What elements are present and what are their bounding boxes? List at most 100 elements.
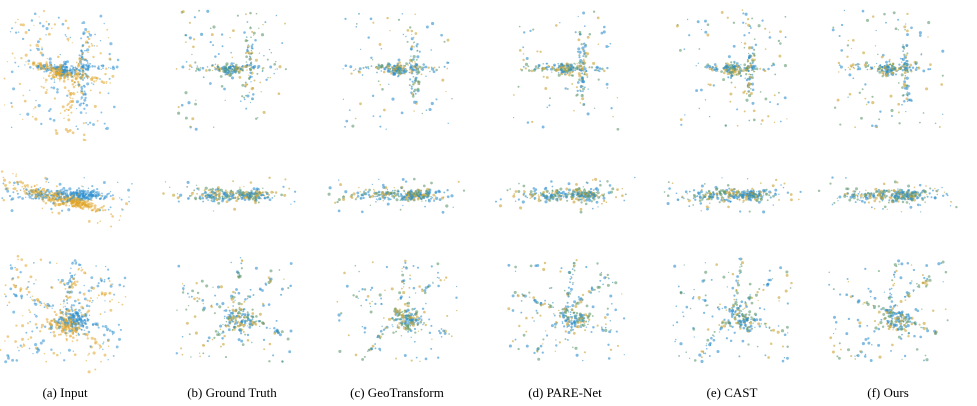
point [573,312,575,314]
point [560,71,562,73]
point [89,300,91,302]
point [594,108,595,109]
point [578,78,581,81]
point [222,45,224,47]
point [414,308,416,310]
point [55,192,56,193]
point [123,285,125,287]
point [258,28,259,29]
point [29,196,32,199]
point [372,22,374,24]
point [523,295,525,297]
point [393,192,396,195]
point [211,33,214,36]
point [606,83,609,86]
point [507,264,510,267]
point [241,194,243,196]
point [178,106,180,108]
point [232,314,233,315]
point [65,312,68,315]
point [50,108,52,110]
point [683,48,685,50]
point [83,285,84,286]
point [253,32,256,35]
point [250,102,251,103]
point [567,302,569,304]
point [104,23,105,24]
point [61,210,63,212]
point [575,183,578,186]
point [584,329,586,331]
point [241,313,244,316]
point [23,343,25,345]
point [379,293,382,296]
point [400,322,402,324]
point [68,187,71,190]
point [571,317,573,319]
point [403,68,404,69]
point [367,66,369,68]
point [73,322,75,324]
point [414,331,416,333]
point [106,193,108,195]
point [253,196,256,199]
point [112,67,115,70]
point [225,190,226,191]
point [199,356,201,358]
point [225,309,228,312]
point [42,339,45,342]
point [20,190,21,191]
point [102,81,105,84]
point [554,65,556,67]
point [606,201,608,203]
point [77,312,80,315]
point [536,350,538,352]
point [71,76,73,78]
point [62,202,65,205]
point [10,102,12,104]
point [15,22,17,24]
point [525,63,528,66]
point [66,200,68,202]
point [225,100,226,101]
point [391,98,394,101]
point [87,78,88,79]
point [249,322,252,325]
point [205,69,208,72]
point [288,350,291,353]
point [48,75,51,78]
point [262,303,264,305]
point [356,23,358,25]
point [207,340,209,342]
point [603,197,606,200]
point-cloud [176,10,287,131]
point [48,182,49,183]
point [614,309,617,312]
point [443,191,445,193]
point [386,129,387,130]
point [576,195,577,196]
point [537,358,540,361]
point [509,188,511,190]
point [358,187,359,188]
point [425,76,426,77]
point [276,320,278,322]
point [580,297,583,300]
point [440,279,442,281]
point [108,37,109,38]
point [411,360,413,362]
point [76,202,79,205]
point [413,287,416,290]
point [608,278,610,280]
point [104,123,106,125]
point [101,69,102,70]
point [72,42,73,43]
point [585,203,588,206]
point [212,25,215,28]
point [246,320,248,322]
point [364,356,366,358]
point [374,190,376,192]
point [345,64,348,67]
point [383,317,385,319]
point [90,276,93,279]
